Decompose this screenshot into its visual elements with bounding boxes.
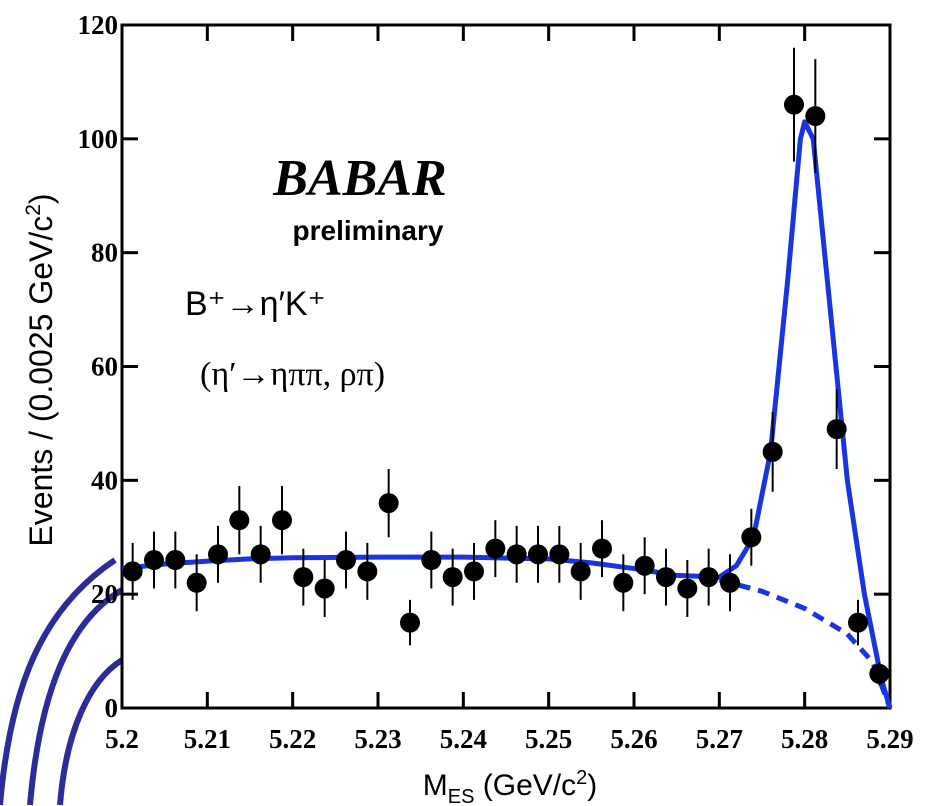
x-tick-label: 5.24	[440, 724, 487, 754]
y-tick-label: 60	[91, 352, 118, 382]
data-point	[229, 510, 250, 531]
data-point	[293, 567, 314, 588]
data-point	[186, 572, 207, 593]
x-label-part: )	[587, 769, 597, 802]
x-label-part: M	[423, 769, 448, 802]
data-point	[485, 538, 506, 559]
data-point	[656, 567, 676, 588]
x-tick-label: 5.22	[269, 724, 316, 754]
data-point	[805, 106, 826, 127]
data-point	[421, 550, 442, 571]
data-point	[549, 544, 570, 565]
data-point	[762, 441, 783, 462]
data-point	[869, 663, 890, 684]
x-tick-label: 5.25	[525, 724, 572, 754]
y-tick-label: 20	[91, 579, 118, 609]
x-label-sub: ES	[448, 786, 475, 806]
decor-arc	[27, 587, 124, 806]
data-point	[165, 550, 186, 571]
x-tick-label: 5.26	[610, 724, 657, 754]
y-label-part: Events / (0.0025 GeV/c	[23, 216, 59, 547]
decor-arc	[0, 557, 117, 806]
data-point	[464, 561, 484, 582]
data-point	[528, 544, 548, 565]
data-point	[144, 550, 164, 571]
annotation: (η′→ηππ, ρπ)	[200, 356, 385, 393]
x-tick-label: 5.27	[696, 724, 743, 754]
data-point	[400, 612, 420, 633]
data-point	[848, 612, 868, 633]
data-point	[208, 544, 228, 565]
x-axis-label: MES (GeV/c2)	[423, 767, 598, 806]
logo: BABAR	[272, 150, 446, 207]
data-point	[634, 555, 655, 576]
annotation: B⁺→η′K⁺	[185, 285, 326, 323]
decor-arc	[57, 657, 124, 806]
x-tick-label: 5.28	[781, 724, 828, 754]
y-tick-label: 80	[91, 238, 118, 268]
data-point	[741, 527, 762, 548]
x-tick-label: 5.2	[105, 724, 139, 754]
subtitle: preliminary	[293, 215, 444, 246]
data-point	[613, 572, 634, 593]
x-tick-label: 5.29	[866, 724, 913, 754]
x-tick-label: 5.23	[354, 724, 401, 754]
data-point	[826, 419, 847, 440]
y-label-part: )	[23, 193, 59, 204]
data-point	[677, 578, 698, 599]
fit-curve	[121, 119, 893, 709]
data-point	[122, 561, 143, 582]
x-tick-label: 5.21	[184, 724, 231, 754]
data-point	[570, 561, 591, 582]
data-point	[506, 544, 527, 565]
data-point	[357, 561, 378, 582]
y-tick-label: 100	[78, 124, 119, 154]
data-point	[592, 538, 612, 559]
x-label-sup: 2	[576, 767, 587, 789]
data-point	[698, 567, 719, 588]
y-label-sup: 2	[22, 204, 45, 216]
data-point	[336, 550, 356, 571]
data-point	[442, 567, 463, 588]
y-tick-label: 120	[78, 10, 119, 40]
data-point	[250, 544, 271, 565]
data-point	[314, 578, 335, 599]
data-point	[272, 510, 292, 531]
x-label-part: (GeV/c	[474, 769, 576, 802]
y-tick-label: 40	[91, 465, 118, 495]
data-point	[720, 572, 740, 593]
data-point	[784, 94, 804, 115]
y-tick-label: 0	[105, 693, 119, 723]
y-axis-label: Events / (0.0025 GeV/c2)	[22, 193, 59, 546]
data-point	[378, 493, 399, 514]
